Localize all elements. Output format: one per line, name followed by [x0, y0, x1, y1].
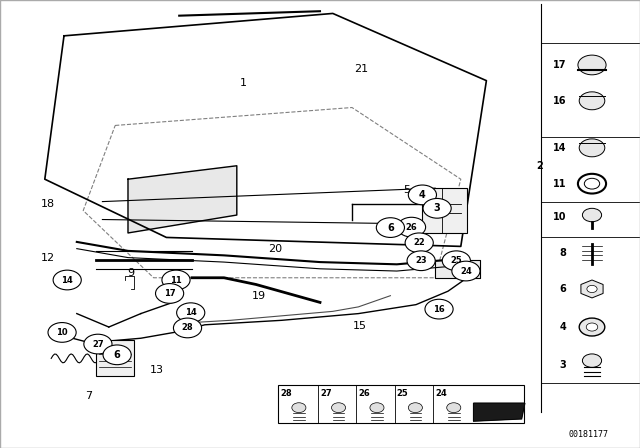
Text: 21: 21 — [355, 65, 369, 74]
Text: 4: 4 — [559, 322, 566, 332]
Text: 24: 24 — [460, 267, 472, 276]
Text: 27: 27 — [320, 389, 332, 398]
Text: 16: 16 — [553, 96, 566, 106]
Bar — [96, 340, 134, 376]
Text: 14: 14 — [185, 308, 196, 317]
Circle shape — [162, 270, 190, 290]
Text: 26: 26 — [406, 223, 417, 232]
Text: 12: 12 — [41, 253, 55, 263]
Text: 00181177: 00181177 — [569, 430, 609, 439]
Circle shape — [578, 55, 606, 75]
Circle shape — [586, 323, 598, 331]
Circle shape — [84, 334, 112, 354]
Text: 1: 1 — [240, 78, 246, 88]
Circle shape — [578, 174, 606, 194]
Circle shape — [582, 208, 602, 222]
Circle shape — [173, 318, 202, 338]
Text: 25: 25 — [397, 389, 408, 398]
Text: 26: 26 — [358, 389, 370, 398]
Circle shape — [582, 354, 602, 367]
Circle shape — [425, 299, 453, 319]
Text: 18: 18 — [41, 199, 55, 209]
Circle shape — [103, 345, 131, 365]
Polygon shape — [474, 403, 525, 421]
Circle shape — [405, 233, 433, 253]
Text: 11: 11 — [170, 276, 182, 284]
Bar — [278, 385, 524, 423]
Text: 7: 7 — [84, 392, 92, 401]
Text: 6: 6 — [387, 223, 394, 233]
Text: 14: 14 — [553, 143, 566, 153]
Circle shape — [48, 323, 76, 342]
Text: 28: 28 — [182, 323, 193, 332]
Text: 10: 10 — [553, 212, 566, 222]
Circle shape — [292, 403, 306, 413]
Circle shape — [408, 185, 436, 205]
Text: 5: 5 — [403, 185, 410, 195]
Circle shape — [584, 178, 600, 189]
Circle shape — [587, 285, 597, 293]
Text: 15: 15 — [353, 321, 367, 331]
Circle shape — [408, 403, 422, 413]
Circle shape — [332, 403, 346, 413]
Text: 23: 23 — [415, 256, 427, 265]
Polygon shape — [128, 166, 237, 233]
Circle shape — [442, 251, 470, 271]
Text: 27: 27 — [92, 340, 104, 349]
Circle shape — [579, 92, 605, 110]
Circle shape — [370, 403, 384, 413]
Circle shape — [177, 303, 205, 323]
Text: 9: 9 — [127, 268, 135, 278]
Circle shape — [376, 218, 404, 237]
Circle shape — [579, 139, 605, 157]
Circle shape — [156, 284, 184, 303]
Circle shape — [53, 270, 81, 290]
Text: 17: 17 — [553, 60, 566, 70]
Text: 28: 28 — [280, 389, 292, 398]
Text: 3: 3 — [559, 360, 566, 370]
Polygon shape — [435, 260, 480, 278]
Text: 2: 2 — [536, 161, 543, 171]
Circle shape — [447, 403, 461, 413]
Text: 25: 25 — [451, 256, 462, 265]
Text: 22: 22 — [413, 238, 425, 247]
Text: 11: 11 — [553, 179, 566, 189]
Text: 8: 8 — [559, 248, 566, 258]
Circle shape — [397, 217, 426, 237]
Text: 17: 17 — [164, 289, 175, 298]
Text: 3: 3 — [434, 203, 440, 213]
Text: 4: 4 — [419, 190, 426, 200]
Text: 20: 20 — [268, 244, 282, 254]
Text: 19: 19 — [252, 291, 266, 301]
Text: 6: 6 — [114, 350, 120, 360]
Circle shape — [579, 318, 605, 336]
Text: 10: 10 — [56, 328, 68, 337]
Text: 6: 6 — [559, 284, 566, 294]
Circle shape — [452, 261, 480, 281]
Text: 14: 14 — [61, 276, 73, 284]
Circle shape — [407, 251, 435, 271]
Text: 16: 16 — [433, 305, 445, 314]
Text: 24: 24 — [435, 389, 447, 398]
Text: 13: 13 — [150, 365, 164, 375]
Bar — [422, 188, 467, 233]
Circle shape — [423, 198, 451, 218]
